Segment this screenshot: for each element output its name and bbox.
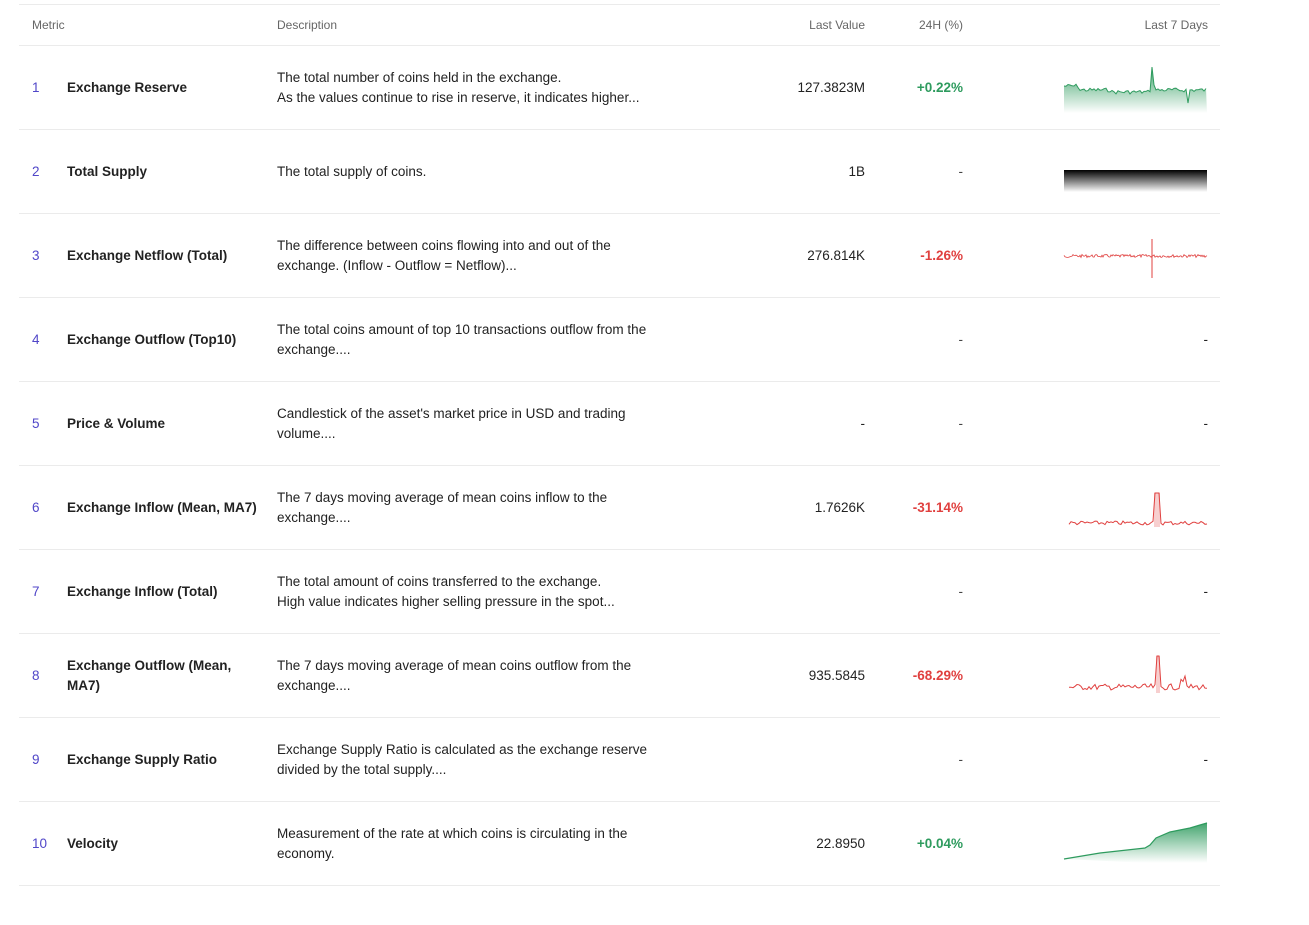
- metric-name: Exchange Netflow (Total): [67, 248, 228, 263]
- description-line: High value indicates higher selling pres…: [277, 594, 615, 609]
- change-24h: -: [958, 584, 964, 599]
- last-value: 1B: [848, 164, 865, 179]
- column-header: Last 7 Days: [1144, 18, 1208, 32]
- description-line: The total supply of coins.: [277, 164, 427, 179]
- metric-name: Exchange Outflow (Mean, MA7): [67, 658, 232, 693]
- last-value: -: [860, 416, 866, 431]
- description-line: economy.: [277, 846, 335, 861]
- last-value: 127.3823M: [797, 80, 865, 95]
- sparkline: [1063, 66, 1207, 113]
- last-value: 1.7626K: [814, 500, 865, 515]
- divider: [19, 129, 1220, 130]
- divider: [19, 213, 1220, 214]
- description-line: The difference between coins flowing int…: [277, 238, 611, 253]
- divider: [19, 885, 1220, 886]
- last-7-days: -: [1203, 584, 1209, 599]
- sparkline-shape: [1064, 823, 1207, 863]
- metric-name: Exchange Reserve: [67, 80, 188, 95]
- sparkline-shape: [1064, 67, 1207, 113]
- sparkline: [1068, 492, 1208, 527]
- divider: [19, 297, 1220, 298]
- description-line: exchange....: [277, 678, 351, 693]
- metric-name: Total Supply: [67, 164, 147, 179]
- row-rank: 7: [32, 584, 40, 599]
- description-line: Candlestick of the asset's market price …: [277, 406, 626, 421]
- row-rank: 1: [32, 80, 40, 95]
- sparkline-shape: [1063, 66, 1207, 104]
- description-line: The 7 days moving average of mean coins …: [277, 658, 632, 673]
- sparkline: [1063, 822, 1208, 863]
- change-24h: -68.29%: [912, 668, 963, 683]
- description-line: exchange....: [277, 342, 351, 357]
- last-value: 935.5845: [808, 668, 865, 683]
- sparkline-shape: [1063, 822, 1208, 860]
- description-line: As the values continue to rise in reserv…: [277, 90, 640, 105]
- divider: [19, 633, 1220, 634]
- last-7-days: -: [1203, 332, 1209, 347]
- row-rank: 4: [32, 332, 40, 347]
- last-value: 22.8950: [816, 836, 865, 851]
- description-line: Exchange Supply Ratio is calculated as t…: [277, 742, 647, 757]
- change-24h: -: [958, 332, 964, 347]
- sparkline-shape: [1064, 170, 1207, 192]
- divider: [19, 465, 1220, 466]
- last-7-days: -: [1203, 416, 1209, 431]
- description-line: The total coins amount of top 10 transac…: [277, 322, 647, 337]
- divider: [19, 4, 1220, 5]
- divider: [19, 717, 1220, 718]
- change-24h: +0.04%: [916, 836, 963, 851]
- sparkline: [1063, 239, 1208, 278]
- description-line: Measurement of the rate at which coins i…: [277, 826, 628, 841]
- sparkline-shape: [1063, 253, 1208, 259]
- row-rank: 9: [32, 752, 40, 767]
- change-24h: -: [958, 416, 964, 431]
- row-rank: 8: [32, 668, 40, 683]
- sparkline-shape: [1154, 493, 1160, 527]
- row-rank: 6: [32, 500, 40, 515]
- last-7-days: -: [1203, 752, 1209, 767]
- row-rank: 2: [32, 164, 40, 179]
- description-line: divided by the total supply....: [277, 762, 447, 777]
- change-24h: -: [958, 164, 964, 179]
- description-line: The total amount of coins transferred to…: [277, 574, 602, 589]
- row-rank: 5: [32, 416, 40, 431]
- sparkline-shape: [1068, 492, 1208, 526]
- sparkline: [1064, 170, 1207, 192]
- metric-name: Velocity: [67, 836, 119, 851]
- description-line: exchange. (Inflow - Outflow = Netflow)..…: [277, 258, 517, 273]
- metric-name: Price & Volume: [67, 416, 166, 431]
- divider: [19, 549, 1220, 550]
- description-line: exchange....: [277, 510, 351, 525]
- divider: [19, 381, 1220, 382]
- last-value: 276.814K: [807, 248, 865, 263]
- column-header: Metric: [32, 18, 65, 32]
- change-24h: -1.26%: [920, 248, 963, 263]
- sparkline-shape: [1069, 655, 1208, 691]
- metric-name: Exchange Supply Ratio: [67, 752, 218, 767]
- divider: [19, 45, 1220, 46]
- row-rank: 3: [32, 248, 40, 263]
- change-24h: +0.22%: [916, 80, 963, 95]
- description-line: The 7 days moving average of mean coins …: [277, 490, 608, 505]
- metric-name: Exchange Inflow (Mean, MA7): [67, 500, 257, 515]
- column-header: 24H (%): [918, 18, 963, 32]
- metric-name: Exchange Inflow (Total): [67, 584, 218, 599]
- description-line: volume....: [277, 426, 336, 441]
- column-header: Last Value: [809, 18, 865, 32]
- change-24h: -: [958, 752, 964, 767]
- sparkline: [1069, 655, 1208, 693]
- change-24h: -31.14%: [912, 500, 963, 515]
- sparkline-shape: [1156, 656, 1160, 693]
- metric-name: Exchange Outflow (Top10): [67, 332, 237, 347]
- row-rank: 10: [32, 836, 48, 851]
- column-header: Description: [277, 18, 338, 32]
- description-line: The total number of coins held in the ex…: [277, 70, 562, 85]
- divider: [19, 801, 1220, 802]
